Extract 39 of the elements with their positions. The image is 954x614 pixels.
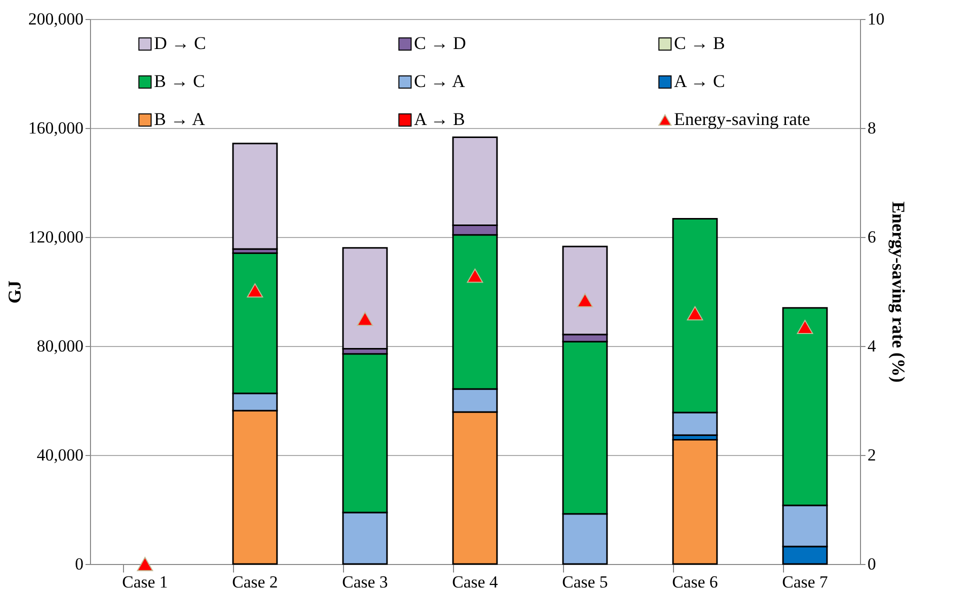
point: [796, 320, 814, 334]
legend-label: A → B: [414, 109, 466, 129]
x-tick-label: Case 3: [342, 572, 388, 592]
y-axis-title: GJ: [4, 280, 24, 304]
y-tick-label: 160,000: [28, 118, 84, 138]
point: [246, 283, 264, 298]
legend-label: C → A: [414, 71, 466, 91]
legend-label: B → A: [154, 109, 206, 129]
legend-label: A → C: [674, 71, 726, 91]
y2-tick-label: 10: [868, 10, 884, 28]
y-tick-label: 120,000: [28, 228, 84, 246]
point: [466, 268, 484, 283]
x-tick-label: Case 7: [782, 572, 828, 592]
y-tick-label: 80,000: [36, 336, 84, 356]
point: [136, 556, 154, 572]
bar: [232, 142, 278, 250]
legend-label: Energy-saving rate: [674, 109, 810, 129]
y2-tick-label: 2: [868, 446, 876, 464]
x-tick-label: Case 6: [672, 572, 718, 592]
legend-label: D → C: [154, 33, 206, 53]
legend-label: C → B: [674, 33, 726, 53]
point: [686, 306, 704, 320]
legend-label: B → C: [154, 71, 206, 91]
x-tick-label: Case 5: [562, 572, 608, 592]
x-tick-label: Case 2: [232, 572, 278, 592]
point: [356, 312, 374, 326]
point: [576, 293, 594, 308]
y2-tick-label: 6: [868, 228, 876, 246]
y2-tick-label: 8: [868, 118, 876, 138]
y-tick-label: 40,000: [36, 446, 84, 464]
y2-tick-label: 0: [868, 554, 876, 574]
y-tick-label: 0: [75, 554, 84, 574]
bar: [672, 438, 718, 565]
x-tick-label: Case 4: [452, 572, 498, 592]
y2-axis-title: Energy-saving rate (%): [888, 202, 908, 382]
legend-label: C → D: [414, 33, 466, 53]
y-tick-label: 200,000: [28, 10, 84, 28]
x-tick-label: Case 1: [122, 572, 168, 592]
y2-tick-label: 4: [868, 336, 876, 356]
